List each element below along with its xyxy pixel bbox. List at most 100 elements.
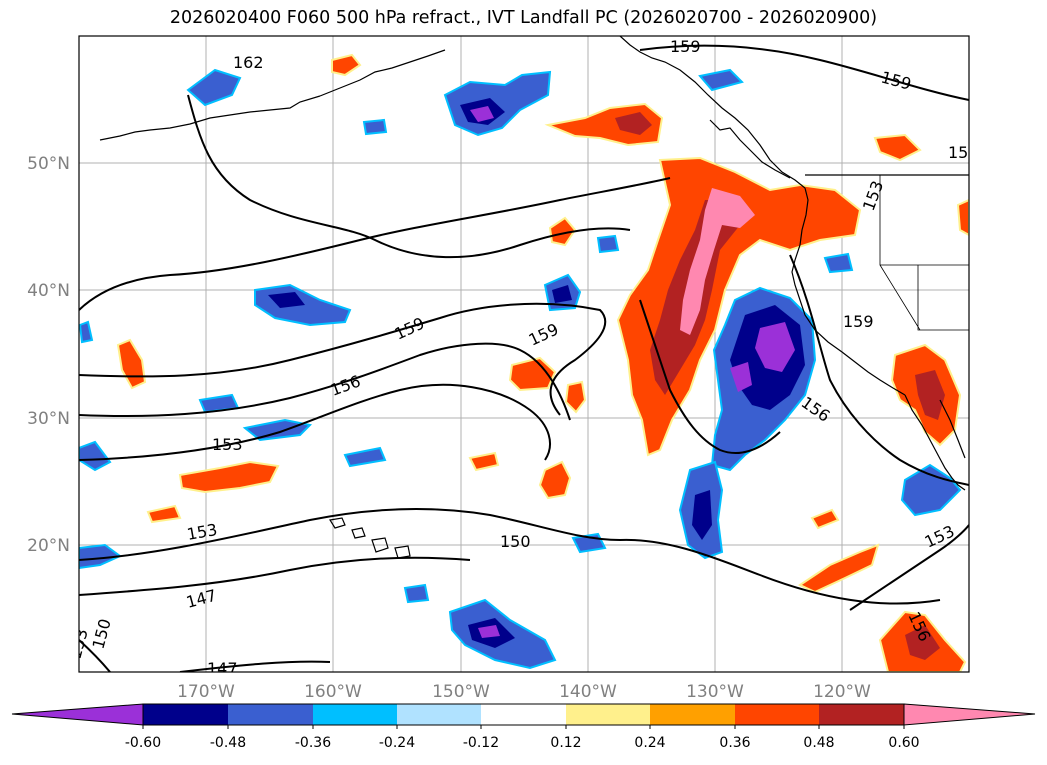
gridlines: [79, 36, 969, 672]
coast-alaska-pen: [319, 49, 446, 97]
lon-tick-label: 130°W: [686, 682, 744, 702]
contour-162: [187, 94, 631, 259]
lon-tick-label: 160°W: [304, 682, 362, 702]
height-contours: [79, 44, 969, 672]
blob-central-1: [508, 356, 557, 392]
neg-west-edge-3: [79, 320, 94, 344]
neg-mid-2: [343, 446, 387, 468]
neg-west-edge-2: [79, 440, 112, 472]
contour-label: 153: [212, 435, 243, 454]
blob-east-1: [810, 508, 840, 530]
plot-title: 2026020400 F060 500 hPa refract., IVT La…: [169, 8, 878, 28]
neg-west-1-navy: [268, 292, 305, 308]
neg-mid-4: [362, 118, 388, 136]
blob-ak-firebrick: [615, 112, 652, 135]
lon-tick-label: 120°W: [813, 682, 871, 702]
contour-147-bottom: [179, 660, 331, 672]
plume-outer-orange: [616, 156, 862, 457]
colorbar-tick-label: 0.60: [888, 735, 919, 751]
blob-sw-ca-inner: [915, 370, 945, 420]
blob-mexico: [797, 543, 880, 594]
contour-ridge-east: [789, 254, 969, 486]
contour-label: 150: [500, 532, 531, 551]
contour-trough: [639, 299, 781, 455]
contour-label: 15: [948, 143, 968, 162]
lat-tick-label: 30°N: [27, 409, 70, 429]
lat-tick-label: 20°N: [27, 536, 70, 556]
neg-mid-5: [403, 583, 430, 604]
blob-east-2: [956, 198, 969, 237]
colorbar-tick-label: -0.12: [463, 735, 499, 751]
colorbar-segment: [650, 704, 735, 725]
coast-bc-islands: [709, 119, 791, 179]
colorbar-segment: [313, 704, 397, 725]
contour-153: [79, 383, 551, 461]
colorbar-segment: [228, 704, 313, 725]
lon-labels: 170°W 160°W 150°W 140°W 130°W 120°W: [177, 682, 871, 702]
blob-central-3: [548, 216, 577, 247]
coast-us-west: [791, 187, 906, 396]
colorbar: -0.60 -0.48 -0.36 -0.24 -0.12 0.12 0.24 …: [11, 703, 1036, 751]
contour-se: [849, 524, 969, 611]
coast-hawaii: [329, 517, 411, 559]
colorbar-tick-label: 0.36: [719, 735, 750, 751]
colorbar-tick-label: -0.24: [379, 735, 415, 751]
colorbar-tick-label: 0.48: [803, 735, 834, 751]
colorbar-extend-right: [903, 703, 1036, 726]
lon-tick-label: 170°W: [177, 682, 235, 702]
contour-sw-corner: [79, 639, 111, 672]
neg-south-column-navy: [692, 490, 712, 540]
blob-se-corner-inner: [905, 625, 940, 660]
blob-north-1: [331, 53, 362, 77]
lon-tick-label: 150°W: [432, 682, 490, 702]
blob-hawaii-n: [468, 451, 500, 472]
neg-main-purple-2: [730, 362, 752, 392]
coast-alaska-panhandle: [619, 36, 806, 189]
colorbar-outline: [142, 703, 905, 726]
neg-pacific-south-purple: [478, 625, 500, 638]
contour-159-top: [639, 44, 969, 101]
blob-central-2: [538, 460, 572, 500]
colorbar-tick-label: -0.60: [125, 735, 161, 751]
colorbar-tick-label: -0.48: [210, 735, 246, 751]
lat-tick-label: 50°N: [27, 154, 70, 174]
coast-aleutians: [99, 95, 321, 141]
lat-tick-label: 40°N: [27, 281, 70, 301]
neg-central-1-navy: [552, 285, 572, 303]
colorbar-segment: [735, 704, 819, 725]
contour-159-north: [79, 177, 671, 311]
neg-east-1: [900, 463, 962, 517]
coast-gulf-ca: [939, 399, 966, 459]
blob-west-3: [146, 504, 182, 524]
blob-bc: [873, 133, 922, 162]
neg-main-purple: [755, 322, 795, 372]
blob-central-4: [564, 380, 587, 414]
neg-top-1: [698, 68, 744, 92]
map-frame: [78, 35, 970, 673]
colorbar-segment: [819, 704, 904, 725]
map-area: [79, 36, 969, 672]
lon-tick-label: 140°W: [559, 682, 617, 702]
contour-label: 159: [670, 37, 701, 56]
lat-labels: 50°N 40°N 30°N 20°N: [27, 154, 70, 556]
contour-159-mid: [79, 302, 607, 416]
contour-label: 147: [207, 659, 238, 678]
neg-nw-ca: [823, 252, 854, 274]
colorbar-tick-label: 0.12: [550, 735, 581, 751]
colorbar-segment: [143, 704, 228, 725]
colorbar-segment: [481, 704, 566, 725]
coastlines: [99, 36, 969, 559]
border-states: [879, 175, 969, 331]
colorbar-segment: [566, 704, 650, 725]
neg-mid-3: [596, 234, 620, 254]
contour-label: 159: [843, 312, 874, 331]
neg-bering: [186, 68, 242, 107]
colorbar-extend-left: [11, 703, 144, 726]
blob-west-2: [178, 460, 280, 494]
colorbar-tick-label: 0.24: [634, 735, 665, 751]
negative-shading: [79, 68, 962, 670]
contour-156: [79, 342, 571, 421]
colorbar-ticks: [142, 725, 905, 729]
colorbar-segment: [397, 704, 481, 725]
